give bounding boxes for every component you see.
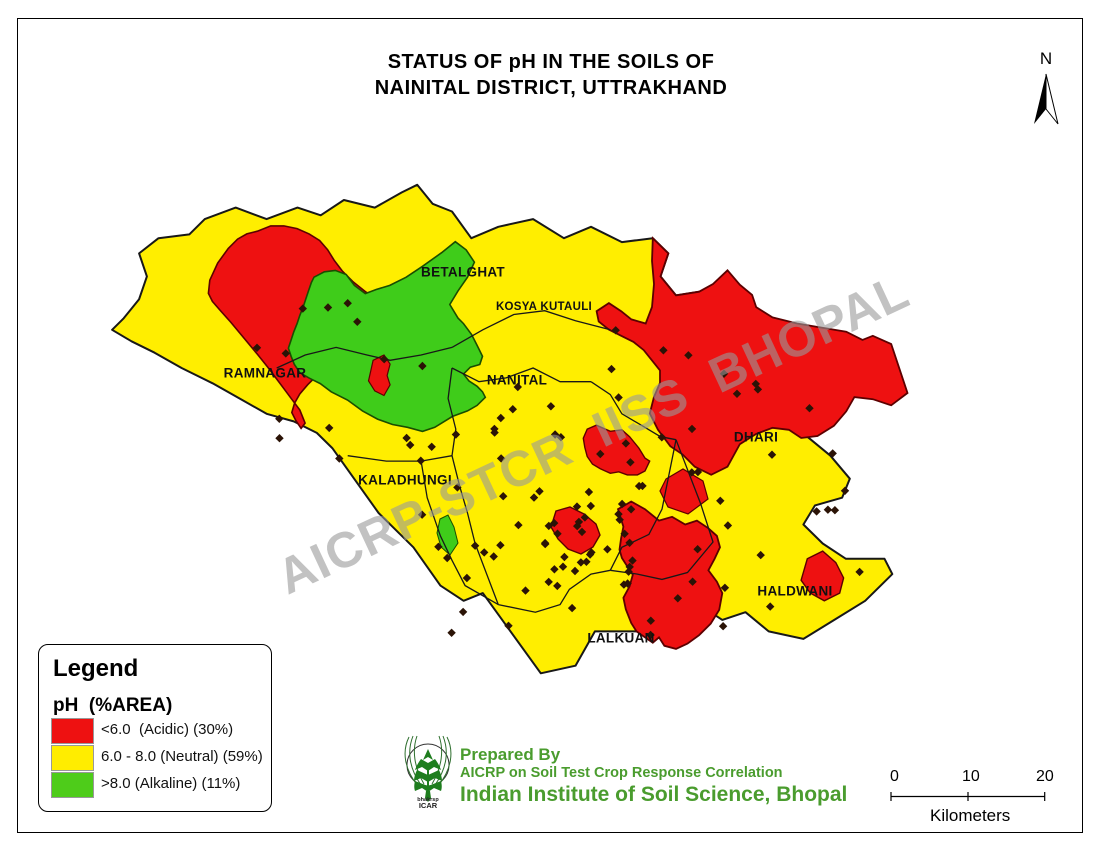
svg-text:0: 0: [890, 768, 899, 785]
svg-text:10: 10: [962, 768, 980, 785]
svg-text:Kilometers: Kilometers: [930, 806, 1010, 825]
svg-text:20: 20: [1036, 768, 1054, 785]
svg-text:ICAR: ICAR: [419, 801, 438, 808]
